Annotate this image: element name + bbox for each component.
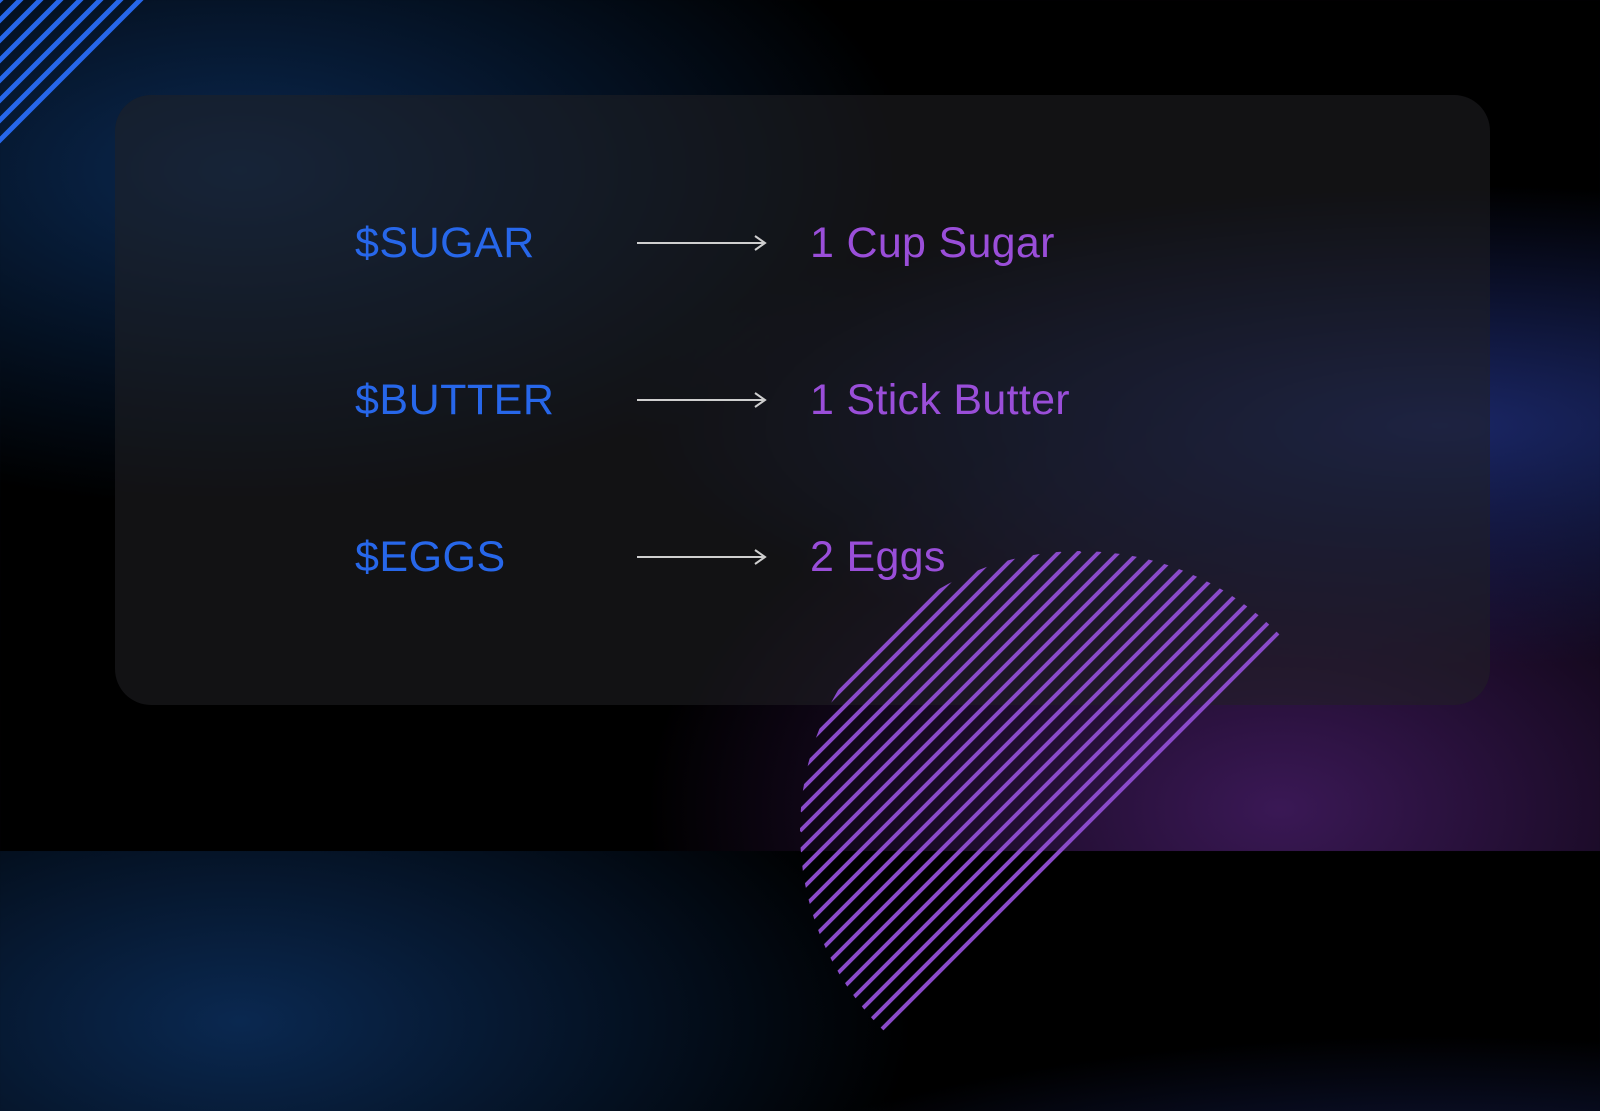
variable-label: $EGGS — [355, 533, 635, 582]
value-label: 2 Eggs — [810, 533, 946, 582]
variable-label: $BUTTER — [355, 376, 635, 425]
mapping-row: $BUTTER 1 Stick Butter — [355, 376, 1490, 425]
value-label: 1 Stick Butter — [810, 376, 1070, 425]
arrow-icon — [635, 548, 810, 566]
variable-label: $SUGAR — [355, 219, 635, 268]
value-label: 1 Cup Sugar — [810, 219, 1055, 268]
arrow-icon — [635, 234, 810, 252]
mapping-row: $EGGS 2 Eggs — [355, 533, 1490, 582]
mapping-card: $SUGAR 1 Cup Sugar $BUTTER 1 Stick Butte… — [115, 95, 1490, 705]
arrow-icon — [635, 391, 810, 409]
mapping-row: $SUGAR 1 Cup Sugar — [355, 219, 1490, 268]
